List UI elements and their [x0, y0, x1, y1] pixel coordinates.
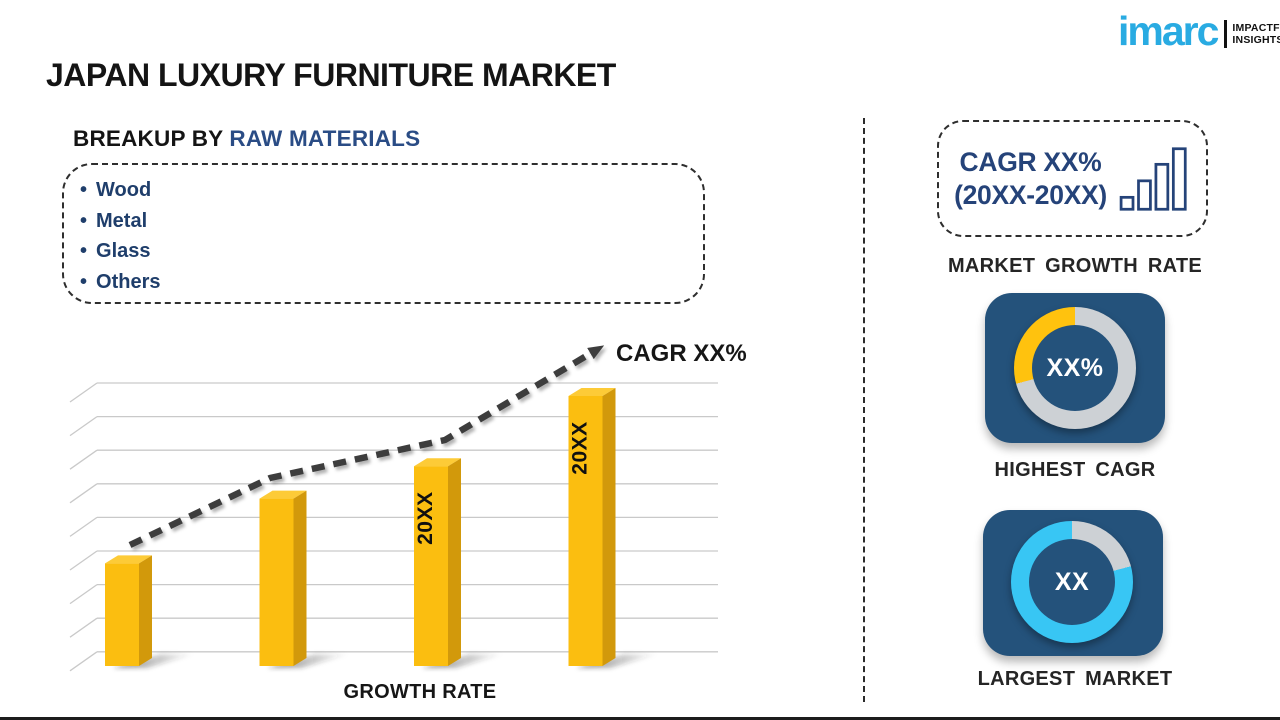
logo-divider [1224, 20, 1228, 49]
imarc-logo: imarc IMPACTFUL INSIGHTS [1118, 8, 1280, 54]
cagr-card-line2: (20XX-20XX) [954, 179, 1107, 210]
market-growth-rate-card: CAGR XX% (20XX-20XX) [937, 120, 1208, 237]
highest-cagr-donut-chart: XX% [1014, 307, 1136, 429]
page-title: JAPAN LUXURY FURNITURE MARKET [46, 57, 616, 93]
list-item: Glass [80, 236, 703, 267]
svg-text:20XX: 20XX [414, 492, 437, 545]
growth-chart-svg: 20XX 20XX [69, 345, 718, 672]
svg-text:20XX: 20XX [569, 421, 592, 474]
largest-market-caption: LARGEST MARKET [977, 668, 1173, 690]
logo-tagline-line2: INSIGHTS [1232, 34, 1280, 47]
chart-cagr-annotation: CAGR XX% [616, 340, 747, 367]
raw-materials-box: Wood Metal Glass Others [62, 163, 705, 304]
market-growth-rate-caption: MARKET GROWTH RATE [947, 255, 1203, 277]
donut-hole: XX [1029, 539, 1115, 625]
donut-hole: XX% [1032, 325, 1118, 411]
list-item: Others [80, 267, 703, 298]
logo-tagline-line1: IMPACTFUL [1232, 22, 1280, 35]
highest-cagr-caption: HIGHEST CAGR [994, 459, 1156, 481]
largest-market-value: XX [1054, 567, 1090, 596]
highest-cagr-value: XX% [1046, 353, 1104, 382]
growth-bar-chart: 20XX 20XX [60, 330, 720, 678]
cagr-card-text: CAGR XX% (20XX-20XX) [954, 146, 1107, 211]
largest-market-donut-chart: XX [1011, 521, 1133, 643]
imarc-wordmark: imarc [1118, 8, 1219, 54]
largest-market-card: XX [983, 510, 1163, 656]
logo-tagline: IMPACTFUL INSIGHTS [1232, 22, 1280, 46]
bottom-border [0, 717, 1280, 720]
cagr-card-line1: CAGR XX% [959, 147, 1102, 178]
highest-cagr-card: XX% [985, 293, 1165, 443]
breakup-heading-prefix: BREAKUP BY [73, 126, 230, 151]
ascending-bars-icon [1119, 146, 1187, 211]
breakup-heading: BREAKUP BY RAW MATERIALS [73, 126, 420, 152]
chart-x-axis-label: GROWTH RATE [343, 681, 497, 703]
vertical-dashed-divider [863, 118, 865, 702]
raw-materials-list: Wood Metal Glass Others [80, 175, 703, 297]
list-item: Wood [80, 175, 703, 206]
list-item: Metal [80, 206, 703, 237]
breakup-heading-highlight: RAW MATERIALS [229, 126, 421, 151]
